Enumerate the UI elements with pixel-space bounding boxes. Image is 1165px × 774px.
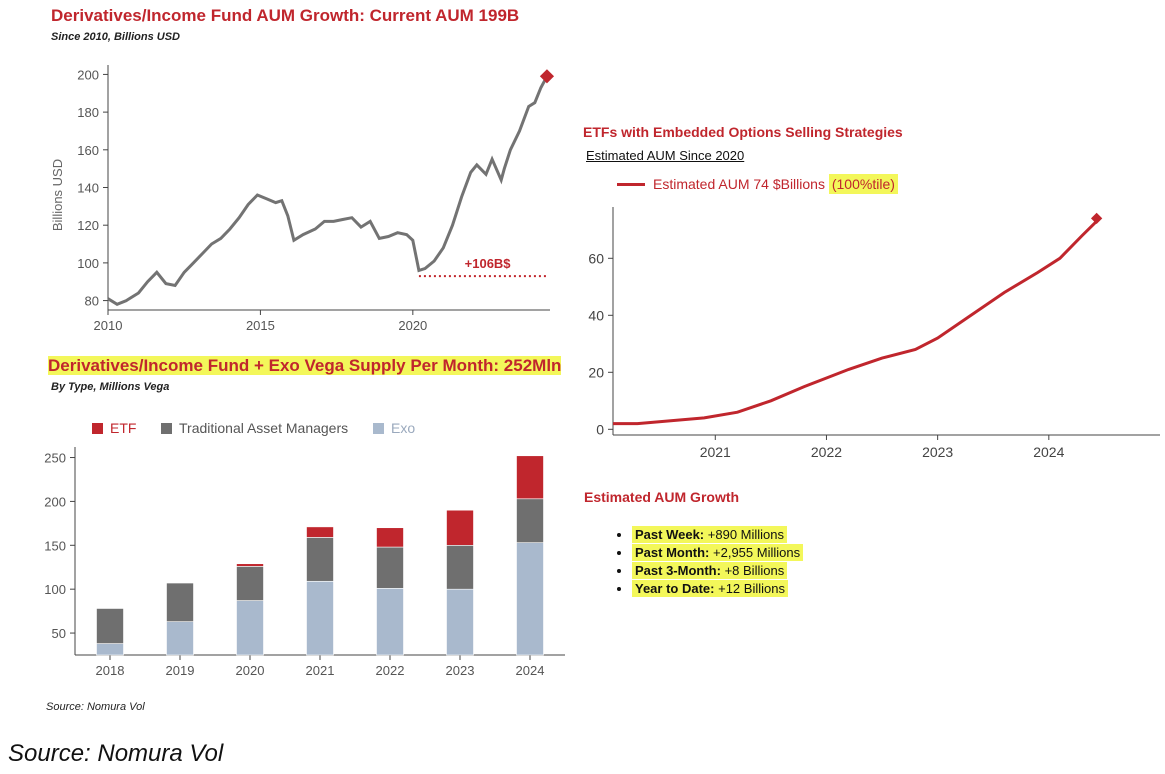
bar-segment: [376, 546, 404, 589]
bar-segment: [236, 600, 264, 656]
growth-item: Past 3-Month: +8 Billions: [632, 562, 803, 579]
y-tick-label: 20: [588, 364, 604, 380]
x-tick-label: 2010: [94, 318, 123, 333]
x-tick-label: 2015: [246, 318, 275, 333]
bar-segment: [96, 608, 124, 644]
bar-segment: [376, 527, 404, 548]
current-aum-marker: [539, 69, 555, 84]
y-tick-label: 100: [77, 256, 99, 271]
x-tick-label: 2022: [811, 444, 842, 460]
aum-series-line: [107, 75, 549, 306]
y-tick-label: 250: [44, 451, 66, 466]
y-tick-label: 0: [596, 421, 604, 437]
bar-segment: [166, 582, 194, 622]
annotation-label: +106B$: [465, 256, 512, 271]
x-tick-label: 2024: [1033, 444, 1064, 460]
legend-label: Exo: [391, 420, 415, 436]
panel3-subtitle: Estimated AUM Since 2020: [586, 148, 745, 163]
bar-segment: [236, 566, 264, 601]
x-tick-label: 2023: [446, 663, 475, 678]
growth-list: Past Week: +890 Millions Past Month: +2,…: [612, 526, 804, 599]
vega-supply-bar-chart: ETF Traditional Asset Managers Exo 50 100 15…: [44, 420, 565, 678]
bar-segment: [516, 498, 544, 543]
bar-legend: ETF Traditional Asset Managers Exo: [92, 420, 415, 436]
aum-line-chart: Billions USD 80 100 120 140 160 180 200 2010 201…: [50, 65, 555, 333]
y-tick-label: 100: [44, 582, 66, 597]
x-tick-label: 2023: [922, 444, 953, 460]
source-note-large: Source: Nomura Vol: [8, 740, 224, 767]
legend-label: ETF: [110, 420, 136, 436]
bar-segment: [446, 509, 474, 546]
legend-swatch: [161, 423, 172, 434]
x-tick-label: 2022: [376, 663, 405, 678]
panel1-title: Derivatives/Income Fund AUM Growth: Curr…: [51, 6, 520, 25]
panel2-title: Derivatives/Income Fund + Exo Vega Suppl…: [48, 356, 562, 375]
bar-segment: [96, 643, 124, 656]
legend-swatch: [373, 423, 384, 434]
y-tick-label: 160: [77, 143, 99, 158]
y-tick-label: 80: [85, 294, 99, 309]
etf-aum-series-line: [613, 220, 1098, 426]
y-tick-label: 60: [588, 250, 604, 266]
growth-item: Past Month: +2,955 Millions: [632, 544, 804, 561]
bar-segment: [516, 542, 544, 656]
y-tick-label: 200: [77, 67, 99, 82]
legend-percentile-label: (100%tile): [828, 174, 898, 194]
x-tick-label: 2024: [516, 663, 545, 678]
panel2-subtitle: By Type, Millions Vega: [51, 381, 170, 393]
legend-main-label: Estimated AUM 74 $Billions: [653, 176, 825, 192]
growth-item: Past Week: +890 Millions: [632, 526, 803, 543]
y-tick-label: 150: [44, 538, 66, 553]
x-tick-label: 2020: [398, 318, 427, 333]
legend-swatch: [92, 423, 103, 434]
panel3-legend: Estimated AUM 74 $Billions (100%tile): [617, 174, 898, 194]
growth-title: Estimated AUM Growth: [584, 489, 740, 505]
bar-segment: [236, 563, 264, 567]
x-tick-label: 2021: [700, 444, 731, 460]
legend-label: Traditional Asset Managers: [179, 420, 348, 436]
etf-aum-line-chart: 0 20 40 60 2021 2022 2023 2024: [588, 207, 1160, 460]
y-tick-label: 50: [52, 626, 66, 641]
panel1-subtitle: Since 2010, Billions USD: [51, 31, 180, 43]
x-tick-label: 2021: [306, 663, 335, 678]
legend-line-swatch: [617, 182, 645, 186]
y-tick-label: 40: [588, 307, 604, 323]
bar-segment: [376, 587, 404, 656]
x-tick-label: 2020: [236, 663, 265, 678]
bar-segment: [446, 544, 474, 590]
bar-segment: [306, 526, 334, 538]
panel3-title: ETFs with Embedded Options Selling Strat…: [583, 124, 903, 140]
growth-item: Year to Date: +12 Billions: [632, 580, 803, 597]
etf-current-marker: [1090, 212, 1103, 225]
bar-segment: [446, 588, 474, 656]
bar-segment: [306, 580, 334, 656]
y-tick-label: 140: [77, 181, 99, 196]
y-tick-label: 200: [44, 494, 66, 509]
y-tick-label: 180: [77, 105, 99, 120]
y-tick-label: 120: [77, 218, 99, 233]
bar-segment: [306, 537, 334, 582]
bar-segment: [516, 455, 544, 500]
p1-ylabel: Billions USD: [50, 159, 65, 231]
bar-segment: [166, 621, 194, 656]
source-note-small: Source: Nomura Vol: [46, 701, 145, 713]
x-tick-label: 2019: [166, 663, 195, 678]
x-tick-label: 2018: [96, 663, 125, 678]
